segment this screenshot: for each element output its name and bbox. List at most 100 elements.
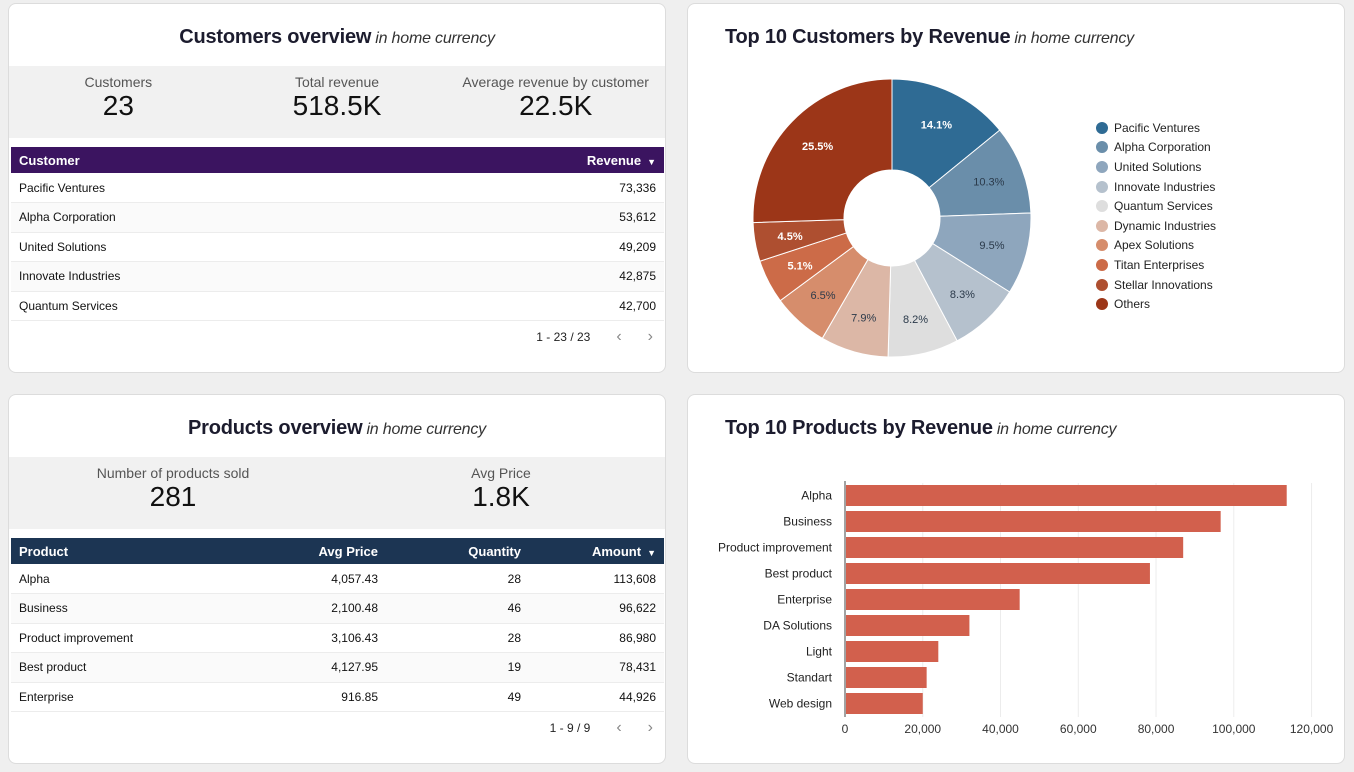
column-header-product[interactable]: Product: [19, 543, 69, 559]
customers-overview-subtitle: in home currency: [375, 30, 495, 47]
table-row[interactable]: Innovate Industries 42,875: [11, 261, 664, 292]
cell-amount: 86,980: [529, 623, 664, 653]
pagination-range: 1 - 23 / 23: [536, 330, 591, 344]
products-bar-chart[interactable]: 0 20,000 40,000 60,000 80,000 100,000 120,000 A…: [688, 395, 1345, 764]
products-pagination: 1 - 9 / 9 ‹ ›: [550, 719, 653, 737]
y-tick-label: Product improvement: [718, 541, 833, 555]
customers-chart-legend: Pacific Ventures Alpha Corporation United …: [1096, 118, 1216, 314]
column-header-revenue-label: Revenue: [586, 152, 642, 168]
legend-label: Others: [1114, 297, 1151, 312]
customers-table-header: Customer Revenue ▼: [11, 147, 664, 173]
column-header-customer[interactable]: Customer: [19, 152, 80, 168]
legend-item[interactable]: United Solutions: [1096, 157, 1216, 177]
column-header-amount[interactable]: Amount ▼: [529, 538, 664, 564]
sort-desc-icon: ▼: [647, 547, 656, 558]
customers-donut-chart[interactable]: 14.1% 10.3% 9.5% 8.3% 8.2% 7.9% 6.5% 5.1% 4.5% 25…: [688, 4, 1345, 373]
legend-swatch: [1096, 298, 1108, 311]
legend-swatch: [1096, 121, 1108, 134]
products-overview-subtitle: in home currency: [366, 421, 486, 438]
bar[interactable]: [846, 537, 1184, 558]
table-row[interactable]: Alpha Corporation 53,612: [11, 202, 664, 233]
bar[interactable]: [846, 641, 939, 662]
products-overview-title: Products overview in home currency: [9, 417, 665, 440]
pie-slice[interactable]: [752, 78, 893, 224]
cell-product: Best product: [11, 652, 241, 683]
table-row[interactable]: Pacific Ventures 73,336: [11, 173, 664, 203]
legend-item[interactable]: Apex Solutions: [1096, 236, 1216, 256]
table-row[interactable]: Alpha 4,057.43 28 113,608: [11, 564, 664, 594]
kpi-products-sold: Number of products sold 281: [9, 457, 337, 529]
legend-label: Quantum Services: [1114, 199, 1213, 214]
products-kpi-strip: Number of products sold 281 Avg Price 1.…: [9, 457, 665, 529]
y-tick-label: Web design: [769, 697, 832, 711]
bar[interactable]: [846, 693, 923, 714]
cell-amount: 44,926: [529, 682, 664, 712]
x-tick-label: 20,000: [904, 722, 941, 736]
legend-label: Apex Solutions: [1114, 238, 1195, 253]
chevron-right-icon[interactable]: ›: [647, 328, 653, 345]
bar[interactable]: [846, 589, 1020, 610]
x-tick-label: 40,000: [982, 722, 1019, 736]
pie-data-label: 10.3%: [973, 177, 1004, 189]
cell-customer: Alpha Corporation: [11, 202, 390, 233]
legend-item[interactable]: Others: [1096, 294, 1216, 314]
pie-data-label: 25.5%: [802, 141, 833, 153]
legend-item[interactable]: Titan Enterprises: [1096, 255, 1216, 275]
table-row[interactable]: Enterprise 916.85 49 44,926: [11, 682, 664, 712]
column-header-quantity[interactable]: Quantity: [468, 543, 521, 559]
pie-slice[interactable]: [891, 78, 1001, 189]
cell-avg-price: 4,057.43: [241, 564, 386, 594]
legend-swatch: [1096, 160, 1108, 173]
legend-swatch: [1096, 239, 1108, 252]
table-row[interactable]: Product improvement 3,106.43 28 86,980: [11, 623, 664, 653]
legend-item[interactable]: Dynamic Industries: [1096, 216, 1216, 236]
kpi-value: 22.5K: [519, 90, 593, 121]
customers-kpi-strip: Customers 23 Total revenue 518.5K Averag…: [9, 66, 665, 138]
legend-swatch: [1096, 180, 1108, 193]
bar[interactable]: [846, 511, 1221, 532]
cell-customer: Quantum Services: [11, 291, 390, 321]
chevron-right-icon[interactable]: ›: [647, 719, 653, 736]
table-row[interactable]: Best product 4,127.95 19 78,431: [11, 652, 664, 683]
chevron-left-icon[interactable]: ‹: [616, 719, 622, 736]
column-header-revenue[interactable]: Revenue ▼: [390, 147, 664, 173]
customers-overview-title: Customers overview in home currency: [9, 26, 665, 49]
bar[interactable]: [846, 563, 1150, 584]
table-row[interactable]: United Solutions 49,209: [11, 232, 664, 262]
y-tick-label: Enterprise: [777, 593, 832, 607]
chevron-left-icon[interactable]: ‹: [616, 328, 622, 345]
cell-revenue: 42,875: [389, 261, 664, 292]
bar[interactable]: [846, 615, 970, 636]
pie-data-label: 5.1%: [787, 260, 812, 272]
table-row[interactable]: Quantum Services 42,700: [11, 291, 664, 321]
kpi-value: 1.8K: [472, 481, 530, 512]
cell-quantity: 28: [386, 623, 529, 653]
sort-desc-icon: ▼: [647, 156, 656, 167]
cell-avg-price: 3,106.43: [241, 623, 386, 653]
cell-amount: 113,608: [529, 564, 664, 594]
cell-product: Business: [11, 593, 241, 624]
y-tick-label: Standart: [787, 671, 833, 685]
column-header-avg-price[interactable]: Avg Price: [318, 543, 379, 559]
bar[interactable]: [846, 667, 927, 688]
legend-item[interactable]: Stellar Innovations: [1096, 275, 1216, 295]
legend-label: Pacific Ventures: [1114, 120, 1201, 135]
top-customers-title-text: Top 10 Customers by Revenue: [725, 26, 1011, 48]
kpi-avg-price: Avg Price 1.8K: [337, 457, 665, 529]
legend-item[interactable]: Innovate Industries: [1096, 177, 1216, 197]
bar[interactable]: [846, 485, 1287, 506]
x-tick-label: 100,000: [1212, 722, 1256, 736]
cell-customer: Innovate Industries: [11, 261, 390, 292]
kpi-value: 281: [149, 481, 197, 512]
table-row[interactable]: Business 2,100.48 46 96,622: [11, 593, 664, 624]
kpi-value: 518.5K: [292, 90, 382, 121]
pie-data-label: 4.5%: [778, 231, 803, 243]
top-products-subtitle: in home currency: [996, 421, 1117, 438]
legend-item[interactable]: Alpha Corporation: [1096, 138, 1216, 158]
cell-customer: Pacific Ventures: [11, 173, 390, 203]
legend-item[interactable]: Quantum Services: [1096, 196, 1216, 216]
customers-table: Customer Revenue ▼ Pacific Ventures 73,33…: [11, 147, 664, 321]
kpi-average-revenue: Average revenue by customer 22.5K: [446, 66, 665, 138]
legend-item[interactable]: Pacific Ventures: [1096, 118, 1216, 138]
column-header-amount-label: Amount: [591, 543, 642, 559]
